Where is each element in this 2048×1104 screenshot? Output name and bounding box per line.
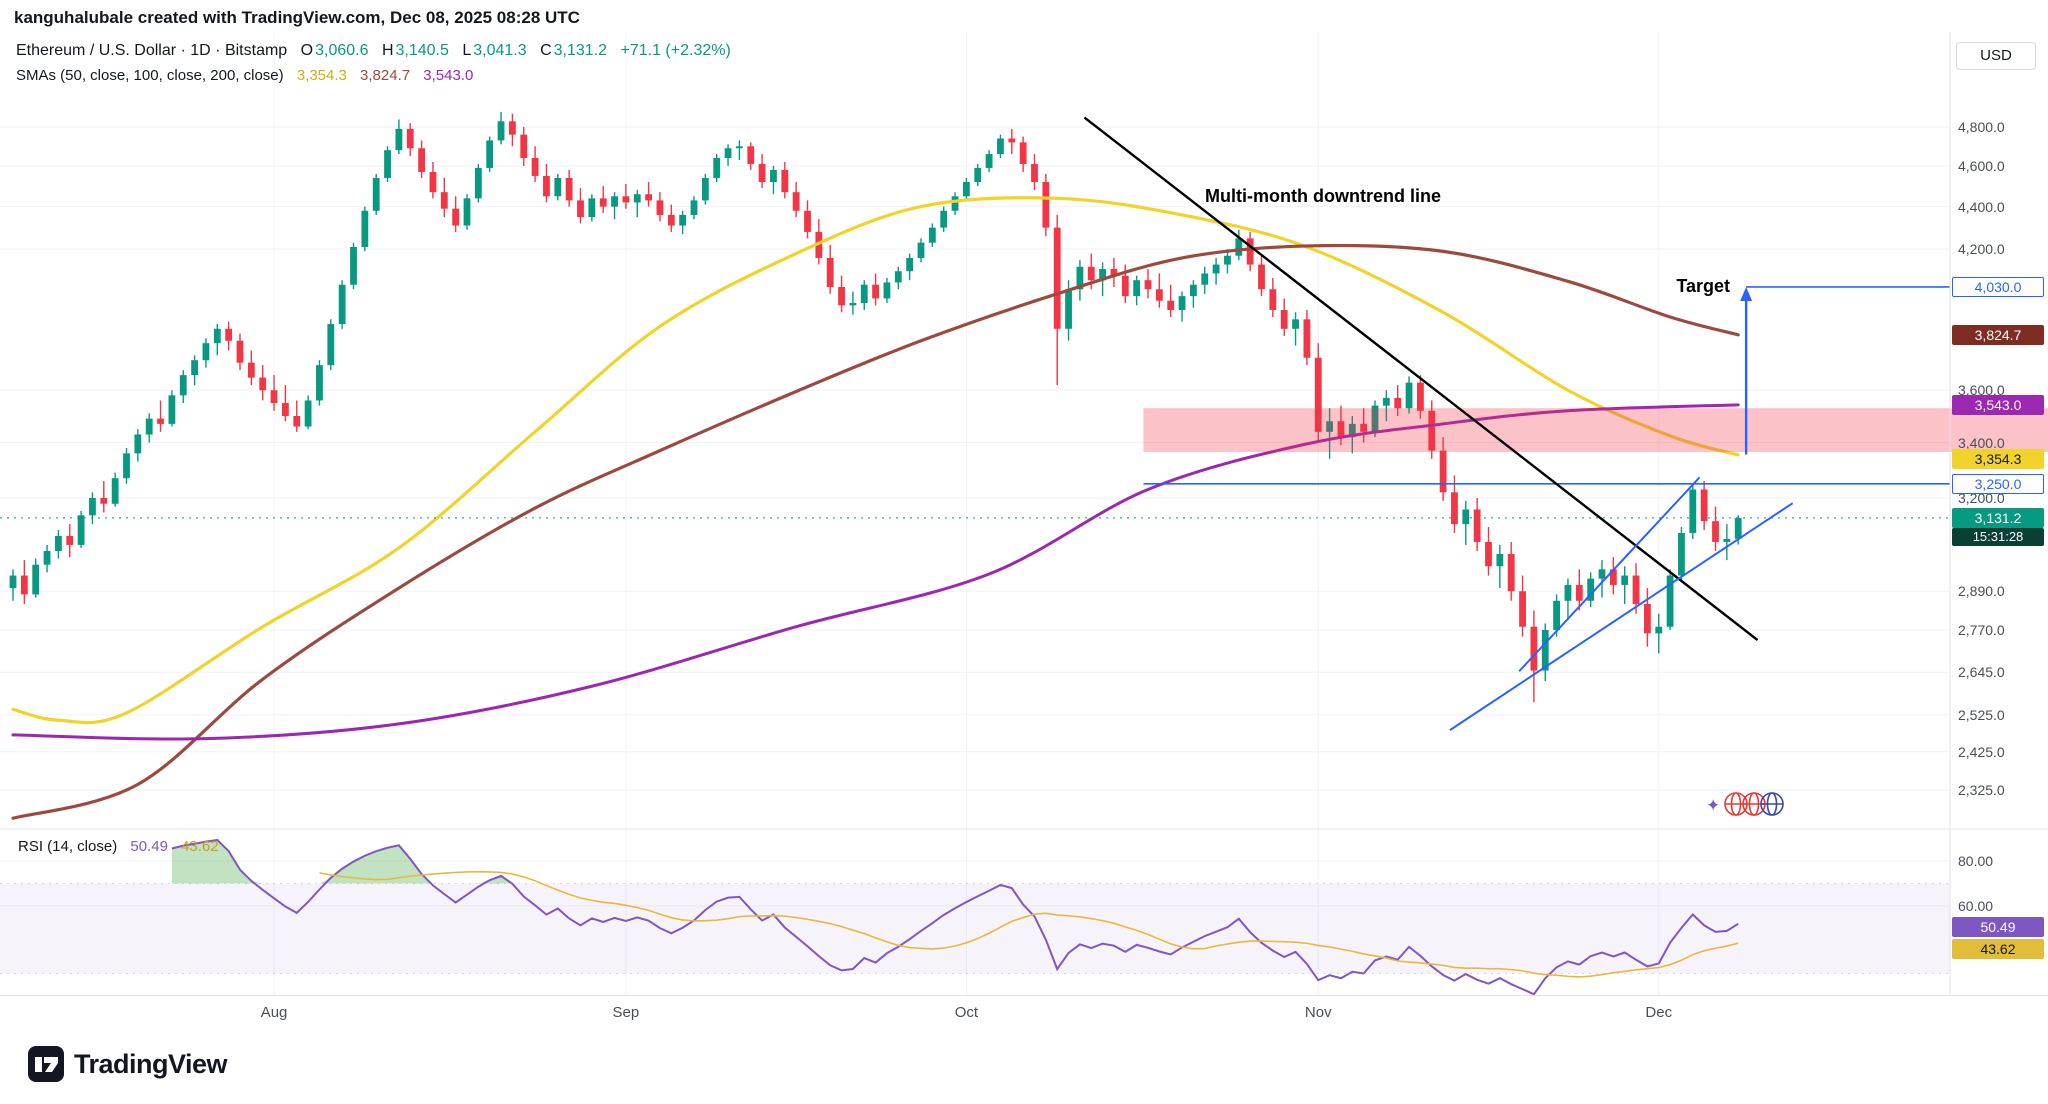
rsi-tick-label: 60.00 [1958,898,1994,914]
drawings-layer [0,116,2048,731]
sma50-line [11,196,1740,725]
chart-canvas[interactable] [0,0,2048,1035]
tradingview-logo-icon [28,1046,64,1082]
sma-label: SMAs (50, close, 100, close, 200, close) [16,67,284,84]
ohlc-open-value: 3,060.6 [315,42,369,59]
supply-zone [1143,408,2048,452]
ohlc-change: +71.1 (+2.32%) [620,42,731,59]
grid-lines [0,32,1950,995]
ohlc-low-key: L [462,42,472,59]
wedge-trend-line [1449,502,1794,731]
currency-toggle-button[interactable]: USD [1956,42,2036,70]
month-label: Sep [612,1004,640,1021]
price-badge: 3,250.0 [1952,473,2044,494]
price-tick-label: 2,425.0 [1958,743,2005,760]
sma-lines [11,196,1740,820]
rsi-badge: 50.49 [1952,917,2044,938]
price-tick-label: 4,600.0 [1958,157,2005,174]
price-tick-label: 2,770.0 [1958,622,2005,639]
price-badge: 3,543.0 [1952,394,2044,415]
rsi-legend[interactable]: RSI (14, close) 50.49 43.62 [18,838,219,855]
attribution-text: kanguhalubale created with TradingView.c… [14,8,580,27]
candles-layer [9,111,1742,703]
sparkle-icon: ✦ [1706,796,1720,815]
tradingview-logo[interactable]: TradingView [28,1046,228,1082]
downtrend-line-label[interactable]: Multi-month downtrend line [1205,186,1441,206]
symbol-legend[interactable]: Ethereum / U.S. Dollar · 1D · Bitstamp O… [16,42,731,60]
sma200-value: 3,543.0 [423,67,474,84]
month-label: Nov [1304,1004,1332,1021]
ohlc-high-key: H [381,42,394,59]
ohlc-open-key: O [300,42,314,59]
price-badge: 3,354.3 [1952,448,2044,469]
sma100-value: 3,824.7 [360,67,411,84]
globe-icon [1760,792,1784,816]
price-tick-label: 4,800.0 [1958,119,2005,135]
rsi-badge: 43.62 [1952,939,2044,960]
sparkle-globes-sticker[interactable]: ✦ [1706,786,1792,822]
month-label: Aug [260,1004,288,1021]
price-tick-label: 4,400.0 [1958,198,2005,215]
ohlc-close-key: C [540,42,552,59]
rsi-ma-value: 43.62 [181,838,219,855]
price-badge: 4,030.0 [1952,276,2044,297]
tradingview-logo-text: TradingView [74,1048,228,1079]
price-badge: 3,131.2 [1952,507,2044,528]
sma200-line [11,403,1740,741]
price-tick-label: 4,200.0 [1958,241,2005,258]
price-tick-label: 3,600.0 [1958,382,2005,399]
price-tick-label: 2,890.0 [1958,583,2005,600]
rsi-layer [171,838,1739,996]
price-tick-label: 3,400.0 [1958,434,2005,451]
wedge-trend-line [1518,476,1701,672]
symbol-title: Ethereum / U.S. Dollar · 1D · Bitstamp [16,42,288,59]
downtrend-line [1083,116,1759,641]
separators [0,32,2048,1030]
rsi-tick-label: 80.00 [1958,853,1994,869]
sma-legend[interactable]: SMAs (50, close, 100, close, 200, close)… [16,67,473,84]
target-label[interactable]: Target [1676,276,1730,296]
sma50-value: 3,354.3 [296,67,347,84]
rsi-value: 50.49 [130,838,168,855]
rsi-ma-line [319,870,1739,978]
sma100-line [11,243,1740,820]
ohlc-close-value: 3,131.2 [553,42,608,59]
price-tick-label: 3,200.0 [1958,490,2005,506]
bar-countdown: 15:31:28 [1952,527,2044,546]
month-label: Dec [1645,1004,1673,1021]
ohlc-high-value: 3,140.5 [395,42,449,59]
rsi-label: RSI (14, close) [18,838,118,855]
price-tick-label: 2,525.0 [1958,706,2005,723]
month-label: Oct [954,1004,979,1021]
price-tick-label: 2,645.0 [1958,664,2005,681]
price-badge: 3,824.7 [1952,324,2044,345]
time-axis[interactable]: Aug Sep Oct Nov Dec [0,995,2048,1031]
ohlc-low-value: 3,041.3 [473,42,527,59]
price-tick-label: 2,325.0 [1958,782,2005,799]
price-axis[interactable]: USD 4,800.0 4,600.0 4,400.0 4,200.0 3,600.0 3… [1950,0,2048,1030]
rsi-line [171,838,1739,996]
